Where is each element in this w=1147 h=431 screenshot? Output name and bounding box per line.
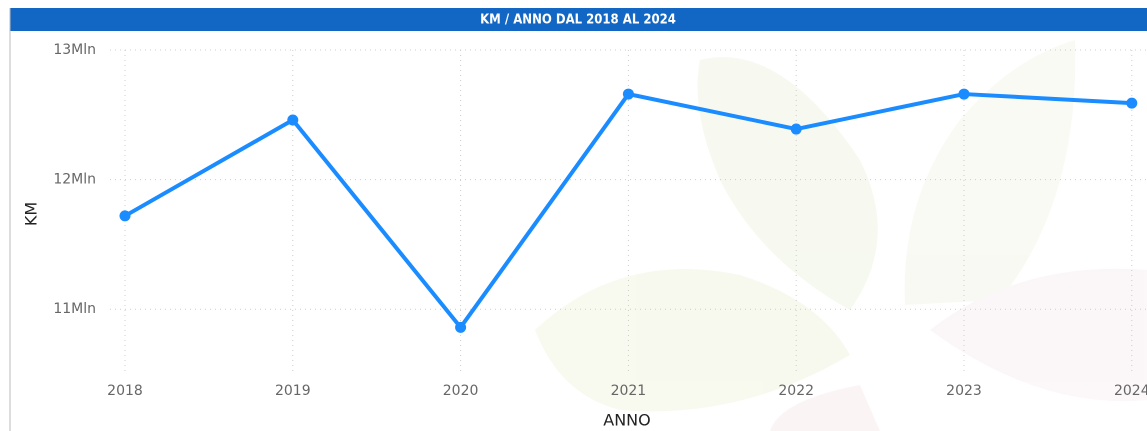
x-tick-label: 2019 [275, 383, 311, 399]
background-decoration [535, 40, 1147, 431]
x-tick-label: 2022 [778, 383, 814, 399]
y-axis-title: KM [22, 202, 41, 226]
y-tick-label: 13Mln [53, 42, 96, 58]
x-tick-label: 2024 [1114, 383, 1147, 399]
x-axis-title: ANNO [603, 411, 650, 430]
chart-title: KM / ANNO DAL 2018 AL 2024 [480, 13, 676, 28]
point [287, 114, 299, 126]
point [1126, 97, 1138, 109]
point [119, 210, 131, 222]
title-bar [10, 8, 1147, 31]
point [455, 321, 467, 333]
point [622, 88, 634, 100]
y-tick-label: 11Mln [53, 301, 96, 317]
point [958, 88, 970, 100]
y-tick-label: 12Mln [53, 172, 96, 188]
x-tick-label: 2023 [946, 383, 982, 399]
x-tick-label: 2020 [443, 383, 479, 399]
x-tick-label: 2021 [611, 383, 647, 399]
point [790, 123, 802, 135]
x-tick-label: 2018 [107, 383, 143, 399]
